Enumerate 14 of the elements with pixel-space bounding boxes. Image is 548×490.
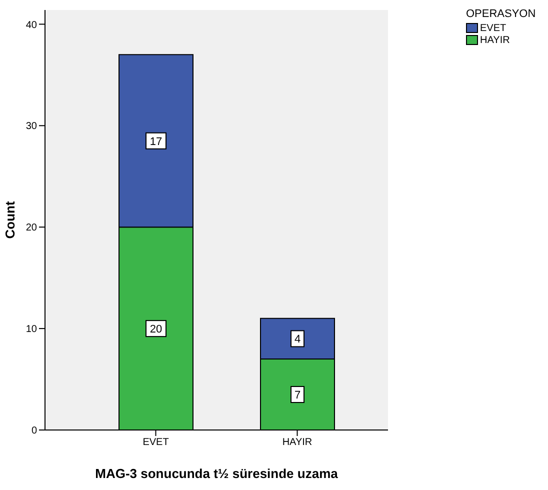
legend-title: OPERASYON [466,8,537,20]
y-tick-label: 30 [26,121,38,132]
y-axis-title: Count [2,200,18,239]
y-tick-label: 0 [31,426,38,437]
y-tick-label: 10 [26,324,38,336]
y-tick-label: 20 [26,222,38,234]
x-axis-title: MAG-3 sonucunda t½ süresinde uzama [95,466,339,481]
data-label: 7 [294,389,301,402]
data-label: 20 [150,324,162,336]
y-tick-label: 40 [26,20,38,31]
data-label: 17 [150,136,162,148]
legend-label: EVET [480,22,506,34]
legend-label: HAYIR [480,34,510,46]
data-label: 4 [294,334,301,346]
